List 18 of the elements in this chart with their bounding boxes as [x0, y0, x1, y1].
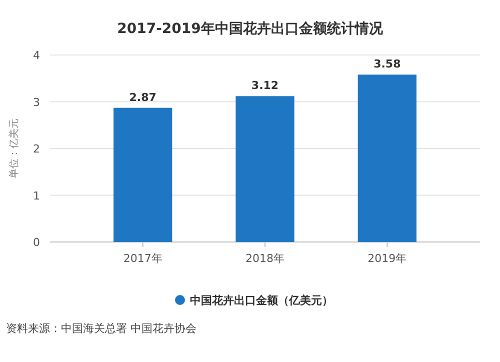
data-label: 2.87 [129, 90, 156, 104]
chart-title: 2017-2019年中国花卉出口金额统计情况 [117, 20, 384, 37]
bar [358, 74, 416, 242]
data-label: 3.58 [374, 58, 401, 71]
data-label: 3.12 [251, 79, 279, 92]
bar [114, 108, 172, 242]
y-axis-title: 单位：亿美元 [8, 118, 20, 178]
bar [236, 96, 294, 242]
x-tick-label: 2019年 [368, 252, 407, 265]
x-tick-label: 2017年 [123, 252, 162, 265]
y-tick-label: 2 [33, 142, 40, 156]
y-tick-label: 4 [33, 49, 40, 62]
y-tick-label: 3 [33, 96, 40, 109]
y-tick-label: 1 [33, 189, 40, 202]
y-tick-label: 0 [33, 236, 40, 249]
x-tick-label: 2018年 [246, 252, 284, 265]
legend-label: 中国花卉出口金额（亿美元） [190, 294, 333, 307]
text: 资料来源：中国海关总署 中国花卉协会 [6, 322, 196, 335]
